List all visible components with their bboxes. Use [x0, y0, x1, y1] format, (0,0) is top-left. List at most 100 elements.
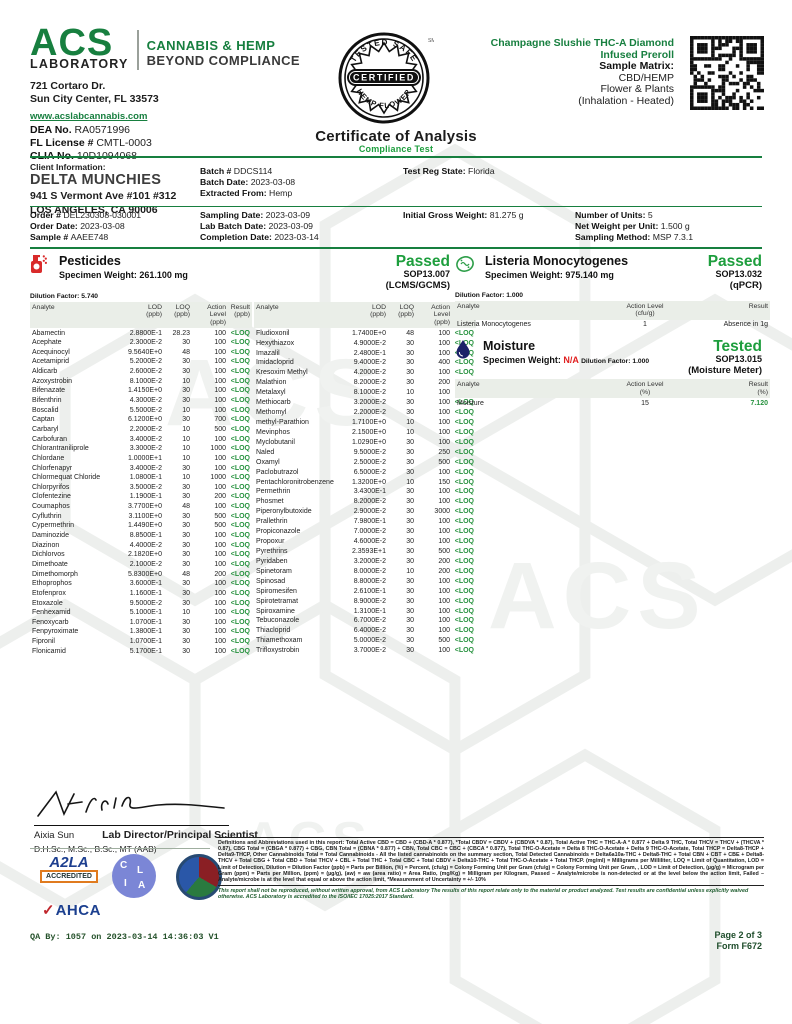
cell-analyte: Methomyl: [256, 409, 287, 417]
cell-analyte: Captan: [32, 416, 55, 424]
cell-action: 100: [438, 389, 450, 397]
cell-lod: 6.4000E-2: [353, 627, 386, 635]
cell-action: 200: [438, 557, 450, 565]
column-header-result: Result: [691, 301, 770, 320]
field-value: 1.500 g: [660, 221, 690, 232]
cell-result: <LOQ: [454, 478, 474, 486]
cell-loq: 10: [182, 425, 190, 433]
listeria-sop: SOP13.032: [715, 269, 762, 279]
tested-safe-certified-seal: TESTED SAFE HEMP FLOWER CERTIFIED SM: [338, 32, 434, 124]
field-value: 2023-03-09: [268, 221, 313, 232]
cell-action: 200: [438, 379, 450, 387]
cell-action: 100: [214, 454, 226, 462]
listeria-method: (qPCR): [729, 280, 762, 291]
cell-result: <LOQ: [454, 518, 474, 526]
cell-loq: 30: [406, 508, 414, 516]
acs-logo: ACS LABORATORY CANNABIS & HEMP BEYOND CO…: [30, 24, 300, 71]
field-label: Net Weight per Unit:: [575, 221, 661, 232]
cell-action: 100: [438, 518, 450, 526]
ahca-logo: ✓AHCA: [42, 902, 101, 919]
divider-line: [30, 247, 762, 249]
cell-analyte: Listeria Monocytogenes: [457, 321, 531, 329]
cell-loq: 48: [182, 570, 190, 578]
cell-lod: 1.4490E+0: [127, 522, 162, 530]
sample-matrix-value: (Inhalation - Heated): [578, 94, 674, 107]
cell-lod: 7.0000E-2: [353, 528, 386, 536]
cell-action: 100: [214, 483, 226, 491]
cell-action: 100: [438, 488, 450, 496]
field-value: Hemp: [269, 188, 293, 199]
cell-loq: 30: [182, 464, 190, 472]
cell-action: 500: [214, 522, 226, 530]
cell-action: 100: [438, 369, 450, 377]
table-row: Cypermethrin 1.4490E+0 30 500 <LOQ: [30, 521, 252, 531]
product-info: Champagne Slushie THC-A Diamond Infused …: [434, 37, 674, 107]
table-row: Cyfluthrin 3.1100E+0 30 500 <LOQ: [30, 511, 252, 521]
cell-lod: 8.2000E-2: [353, 379, 386, 387]
cell-lod: 6.5000E-2: [353, 468, 386, 476]
cell-action: 3000: [434, 508, 450, 516]
pesticides-status: Passed: [395, 253, 450, 270]
cell-result: <LOQ: [454, 587, 474, 595]
lab-website-link[interactable]: www.acslabcannabis.com: [30, 111, 148, 122]
cell-analyte: Carbaryl: [32, 425, 59, 433]
cell-result: <LOQ: [230, 599, 250, 607]
cell-loq: 10: [182, 474, 190, 482]
cell-result: <LOQ: [454, 547, 474, 555]
cell-loq: 30: [182, 532, 190, 540]
column-header-analyte: Analyte: [254, 302, 346, 329]
table-row: Phosmet 8.2000E-2 30 100 <LOQ: [254, 497, 476, 507]
field-label: Order Date:: [30, 221, 81, 232]
cell-action: 100: [214, 618, 226, 626]
table-row: Fenoxycarb 1.0700E-1 30 100 <LOQ: [30, 617, 252, 627]
pesticides-spray-icon: [31, 255, 47, 273]
column-header-result: Result(ppb): [228, 302, 252, 329]
cell-analyte: Acetamiprid: [32, 358, 69, 366]
table-row: Moisture 15 7.120: [455, 398, 770, 408]
cell-result: <LOQ: [230, 483, 250, 491]
cell-result: <LOQ: [454, 488, 474, 496]
cell-action: 100: [438, 349, 450, 357]
cell-result: <LOQ: [454, 538, 474, 546]
cell-action: 100: [214, 599, 226, 607]
field-label: Sampling Method:: [575, 232, 653, 243]
cell-loq: 30: [406, 438, 414, 446]
client-name: DELTA MUNCHIES: [30, 172, 162, 188]
pesticides-table-left: Analyte LOD (ppb) LOQ (ppb) Action Level (ppb)…: [30, 302, 252, 656]
cell-loq: 30: [182, 512, 190, 520]
cell-action: 100: [438, 428, 450, 436]
cell-lod: 3.3000E-2: [129, 445, 162, 453]
cell-action: 100: [438, 438, 450, 446]
cell-lod: 1.0700E-1: [129, 638, 162, 646]
cell-loq: 30: [182, 647, 190, 655]
info-field: FL License # CMTL-0003: [30, 137, 159, 150]
table-row: Thiamethoxam 5.0000E-2 30 500 <LOQ: [254, 636, 476, 646]
cell-action: 100: [438, 587, 450, 595]
cell-lod: 1.0700E-1: [129, 618, 162, 626]
cell-lod: 8.1000E-2: [129, 377, 162, 385]
table-row: Oxamyl 2.5000E-2 30 500 <LOQ: [254, 457, 476, 467]
cell-loq: 30: [406, 538, 414, 546]
definitions-text: Definitions and Abbreviations used in th…: [218, 840, 764, 883]
cell-analyte: Fenhexamid: [32, 609, 71, 617]
field-label: Sample #: [30, 232, 71, 243]
cell-result: <LOQ: [454, 637, 474, 645]
logo-laboratory-text: LABORATORY: [30, 57, 129, 71]
column-header-loq: LOQ (ppb): [164, 302, 192, 329]
cell-action: 100: [438, 647, 450, 655]
cell-result: <LOQ: [454, 419, 474, 426]
cell-action: 100: [438, 528, 450, 536]
cell-analyte: Aldicarb: [32, 368, 58, 376]
signature-handwriting: [37, 790, 225, 817]
cell-lod: 4.2000E-2: [353, 369, 386, 377]
cell-action: 100: [214, 580, 226, 588]
cell-result: <LOQ: [230, 580, 250, 588]
table-row: Acetamiprid 5.2000E-2 30 100 <LOQ: [30, 357, 252, 367]
cell-analyte: Etoxazole: [32, 599, 63, 607]
cell-analyte: Mevinphos: [256, 428, 290, 436]
cell-analyte: Oxamyl: [256, 458, 280, 466]
cell-action: 100: [438, 419, 450, 426]
table-row: Paclobutrazol 6.5000E-2 30 100 <LOQ: [254, 467, 476, 477]
moisture-specimen-weight: Specimen Weight: N/A Dilution Factor: 1.…: [483, 355, 650, 366]
